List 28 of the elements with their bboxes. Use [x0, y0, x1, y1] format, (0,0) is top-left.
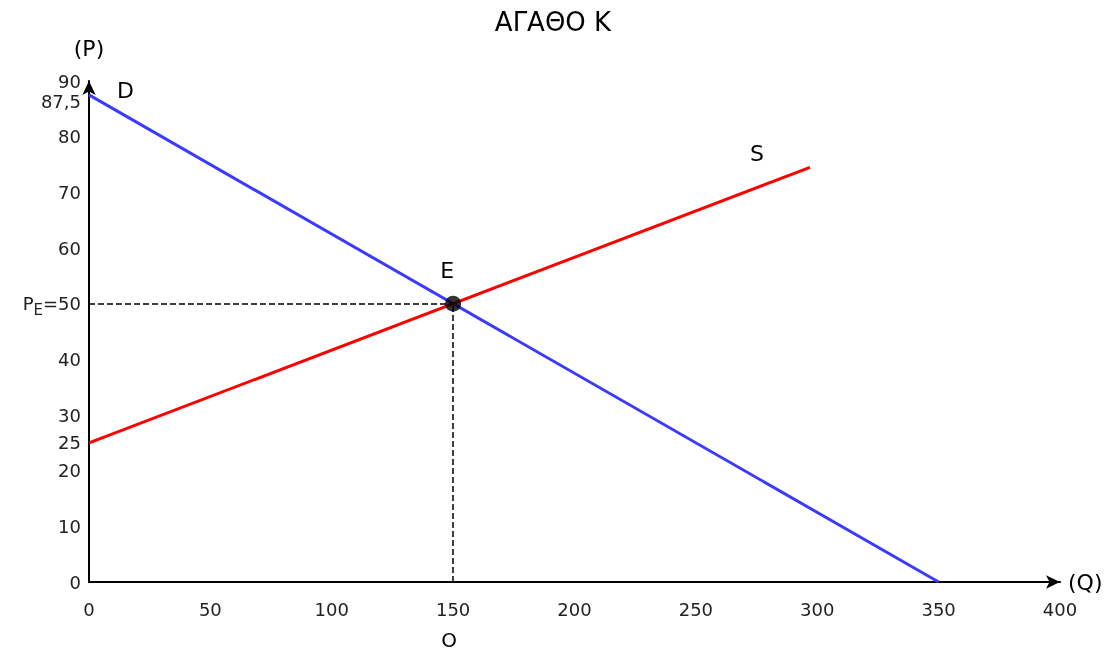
x-tick-label: 50 — [198, 598, 222, 620]
y-tick-label: 25 — [58, 432, 81, 454]
y-tick-label: 40 — [58, 348, 81, 370]
y-tick-label: 20 — [58, 460, 81, 482]
y-tick-label: 30 — [58, 404, 81, 426]
x-tick-label: 250 — [678, 598, 714, 620]
annotation: E — [440, 258, 455, 284]
y-tick-label: 87,5 — [40, 91, 81, 113]
y-tick-label: 80 — [58, 126, 81, 148]
x-tick-label: 100 — [314, 598, 349, 620]
chart-title: ΑΓΑΘΟ Κ — [494, 7, 613, 37]
x-tick-label: 350 — [921, 598, 956, 620]
x-tick-label: 200 — [557, 598, 592, 620]
y-tick-label: 60 — [58, 237, 81, 259]
y-tick-label: P$_{E}$=50 — [22, 292, 81, 321]
y-tick-label: 10 — [58, 515, 81, 537]
x-axis-title: (Q) — [1068, 569, 1103, 595]
x-tick-label: 150 — [435, 598, 471, 620]
y-tick-label: 90 — [58, 70, 81, 92]
x-tick-label: 0 — [83, 598, 95, 620]
series-label: S — [749, 140, 764, 166]
x-tick-label: 400 — [1042, 598, 1078, 620]
y-axis-title: (P) — [73, 35, 105, 61]
x-tick-label: 300 — [800, 598, 835, 620]
text: O — [441, 628, 457, 652]
series-label: D — [117, 78, 134, 104]
y-tick-label: 70 — [58, 181, 81, 203]
y-tick-label: 0 — [69, 571, 81, 593]
